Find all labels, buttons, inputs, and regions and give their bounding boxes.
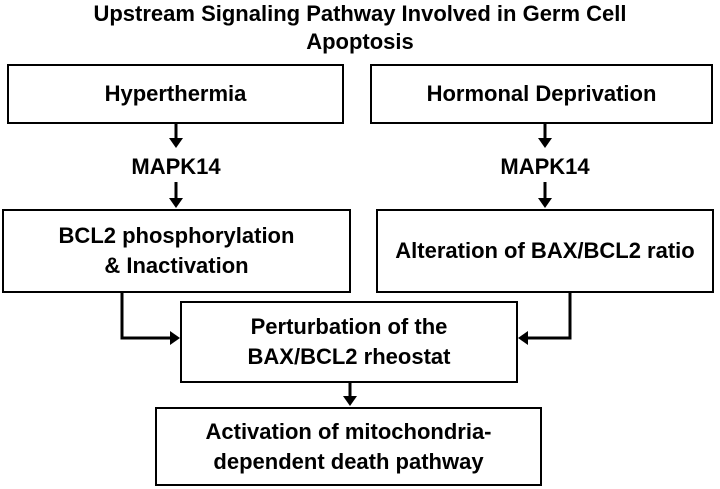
perturbation-line-1: Perturbation of the [250,314,448,339]
mitochondria-pathway-box: Activation of mitochondria- dependent de… [155,407,542,486]
bax-bcl2-ratio-box: Alteration of BAX/BCL2 ratio [376,209,714,293]
arrow-hormonal-to-mapk14 [538,123,552,148]
arrow-perturbation-to-activation [343,382,357,406]
hormonal-deprivation-label: Hormonal Deprivation [426,81,657,106]
outcome-line-2: dependent death pathway [213,448,484,474]
arrow-hyperthermia-to-mapk14 [169,123,183,148]
title-line-2: Apoptosis [306,29,414,54]
arrow-bcl2-to-perturbation [120,293,180,345]
hormonal-deprivation-box: Hormonal Deprivation [370,64,713,124]
arrow-alteration-to-perturbation [518,293,572,345]
bcl2-line-2: & Inactivation [104,253,249,278]
title-line-1: Upstream Signaling Pathway Involved in G… [93,1,627,26]
outcome-line-1: Activation of mitochondria- [205,418,492,444]
arrow-mapk14-to-bcl2 [169,182,183,208]
bcl2-phosphorylation-box: BCL2 phosphorylation & Inactivation [2,209,351,293]
hyperthermia-label: Hyperthermia [104,81,247,106]
hyperthermia-box: Hyperthermia [7,64,344,124]
arrow-mapk14-to-alteration [538,182,552,208]
perturbation-line-2: BAX/BCL2 rheostat [247,344,451,369]
bax-bcl2-ratio-label: Alteration of BAX/BCL2 ratio [395,238,695,263]
diagram-title: Upstream Signaling Pathway Involved in G… [0,0,720,56]
right-mapk14-label: MAPK14 [500,154,590,179]
bcl2-line-1: BCL2 phosphorylation [58,223,295,248]
left-mapk14-label: MAPK14 [131,154,221,179]
perturbation-box: Perturbation of the BAX/BCL2 rheostat [180,301,518,383]
